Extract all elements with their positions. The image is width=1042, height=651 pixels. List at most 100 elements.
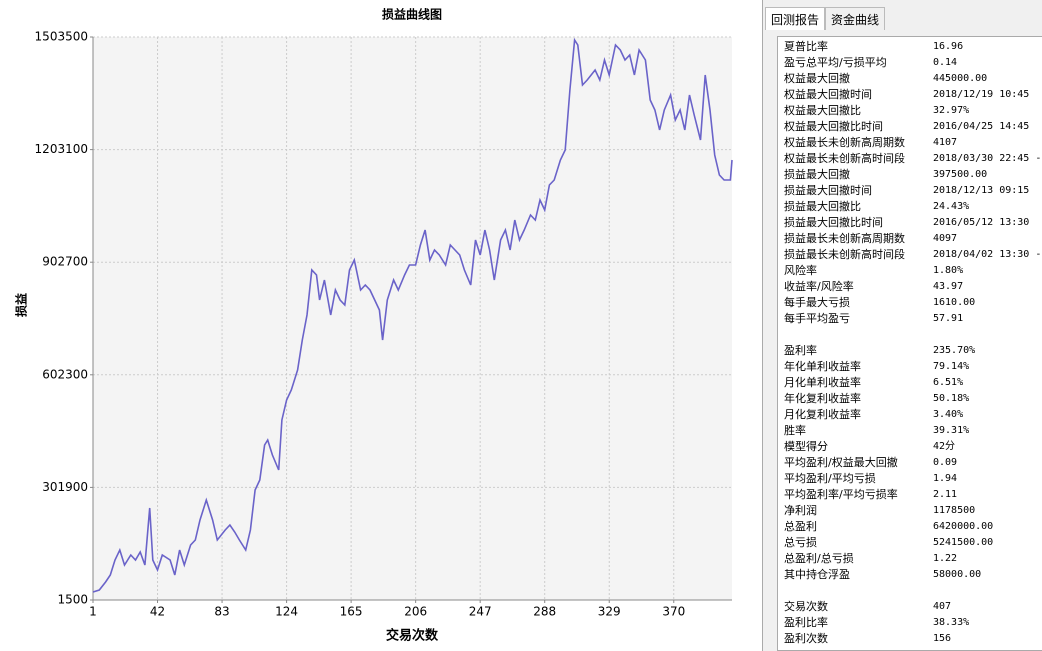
row-label: 总盈利 xyxy=(784,520,817,533)
row-label: 其中持仓浮盈 xyxy=(784,568,850,581)
row-label: 盈利比率 xyxy=(784,616,828,629)
row-label: 平均盈利/权益最大回撤 xyxy=(784,456,898,469)
row-value: 235.70% xyxy=(933,345,976,356)
row-value: 1610.00 xyxy=(933,297,976,308)
x-tick-label: 124 xyxy=(275,605,298,619)
row-label: 权益最大回撤比 xyxy=(784,104,861,117)
y-tick-label: 1500 xyxy=(57,593,88,607)
x-tick-label: 42 xyxy=(150,605,165,619)
row-label: 年化单利收益率 xyxy=(784,360,861,373)
x-tick-label: 329 xyxy=(598,605,621,619)
row-value: 2016/05/12 13:30 xyxy=(933,217,1030,228)
row-label: 总亏损 xyxy=(784,536,817,549)
x-tick-label: 206 xyxy=(404,605,427,619)
row-value: 1.80% xyxy=(933,265,964,276)
row-label: 损益最大回撤时间 xyxy=(784,184,872,197)
row-label: 模型得分 xyxy=(784,440,828,453)
y-tick-label: 602300 xyxy=(42,367,88,381)
row-value: 2.11 xyxy=(933,489,958,500)
row-value: 38.33% xyxy=(933,617,970,628)
tab[interactable]: 回测报告 xyxy=(765,7,826,30)
row-label: 年化复利收益率 xyxy=(784,392,861,405)
y-tick-label: 1503500 xyxy=(35,30,88,44)
row-value: 4107 xyxy=(933,137,958,148)
report-list: 夏普比率 16.96 盈亏总平均/亏损平均 0.14 权益最大回撤 445000.00 权益… xyxy=(777,36,1042,651)
row-value: 397500.00 xyxy=(933,169,988,180)
row-value: 39.31% xyxy=(933,425,970,436)
row-value: 156 xyxy=(933,633,952,644)
row-label: 每手平均盈亏 xyxy=(784,312,850,325)
row-label: 交易次数 xyxy=(784,600,828,613)
row-label: 盈利率 xyxy=(784,344,817,357)
chart-title: 损益曲线图 xyxy=(382,7,442,22)
row-value: 6420000.00 xyxy=(933,521,994,532)
row-label: 总盈利/总亏损 xyxy=(784,552,854,565)
row-value: 57.91 xyxy=(933,313,964,324)
row-value: 24.43% xyxy=(933,201,970,212)
row-label: 损益最大回撤比时间 xyxy=(784,216,883,229)
row-value: 4097 xyxy=(933,233,958,244)
row-label: 权益最大回撤 xyxy=(784,72,850,85)
row-label: 胜率 xyxy=(784,424,806,437)
row-label: 净利润 xyxy=(784,504,817,517)
row-label: 平均盈利/平均亏损 xyxy=(784,472,876,485)
y-axis-label: 损益 xyxy=(14,293,29,317)
tabs: 回测报告 资金曲线 xyxy=(765,7,886,30)
row-value: 2018/04/02 13:30 - xyxy=(933,249,1042,260)
row-value: 42分 xyxy=(933,441,956,452)
x-tick-label: 247 xyxy=(469,605,492,619)
chart: 损益曲线图 交易次数 损益 1500 301900 602300 902700 1203… xyxy=(14,7,733,644)
row-value: 79.14% xyxy=(933,361,970,372)
row-value: 2018/03/30 22:45 - xyxy=(933,153,1042,164)
row-label: 月化单利收益率 xyxy=(784,376,861,389)
row-label: 权益最长未创新高周期数 xyxy=(784,136,905,149)
row-value: 2018/12/13 09:15 xyxy=(933,185,1030,196)
y-tick-label: 301900 xyxy=(42,480,88,494)
row-value: 2018/12/19 10:45 xyxy=(933,89,1030,100)
row-value: 0.14 xyxy=(933,57,958,68)
row-label: 权益最长未创新高时间段 xyxy=(784,152,905,165)
row-label: 权益最大回撤比时间 xyxy=(784,120,883,133)
row-label: 盈亏总平均/亏损平均 xyxy=(784,56,887,69)
x-tick-label: 288 xyxy=(533,605,556,619)
y-tick-label: 902700 xyxy=(42,255,88,269)
x-tick-label: 1 xyxy=(89,605,97,619)
row-value: 32.97% xyxy=(933,105,970,116)
row-label: 月化复利收益率 xyxy=(784,408,861,421)
y-tick-label: 1203100 xyxy=(35,142,88,156)
row-value: 1.94 xyxy=(933,473,958,484)
row-value: 0.09 xyxy=(933,457,958,468)
row-value: 2016/04/25 14:45 xyxy=(933,121,1030,132)
row-label: 盈利次数 xyxy=(784,632,828,645)
row-label: 收益率/风险率 xyxy=(784,280,854,293)
row-value: 407 xyxy=(933,601,952,612)
row-value: 445000.00 xyxy=(933,73,988,84)
row-label: 损益最大回撤比 xyxy=(784,200,861,213)
row-label: 风险率 xyxy=(784,264,817,277)
row-value: 43.97 xyxy=(933,281,964,292)
row-value: 6.51% xyxy=(933,377,964,388)
row-value: 3.40% xyxy=(933,409,964,420)
row-label: 每手最大亏损 xyxy=(784,296,850,309)
row-value: 58000.00 xyxy=(933,569,982,580)
x-axis-label: 交易次数 xyxy=(386,628,439,644)
row-label: 平均盈利率/平均亏损率 xyxy=(784,488,898,501)
row-value: 1.22 xyxy=(933,553,958,564)
row-label: 权益最大回撤时间 xyxy=(784,88,872,101)
row-label: 损益最长未创新高周期数 xyxy=(784,232,905,245)
row-label: 夏普比率 xyxy=(784,40,828,53)
x-tick-label: 83 xyxy=(214,605,229,619)
row-value: 16.96 xyxy=(933,41,964,52)
row-value: 1178500 xyxy=(933,505,976,516)
row-label: 损益最大回撤 xyxy=(784,168,850,181)
x-tick-label: 370 xyxy=(662,605,685,619)
tab[interactable]: 资金曲线 xyxy=(825,7,886,30)
plot-area xyxy=(93,37,732,600)
row-label: 损益最长未创新高时间段 xyxy=(784,248,905,261)
line-series xyxy=(92,37,733,593)
row-value: 50.18% xyxy=(933,393,970,404)
report-panel: 回测报告 资金曲线 夏普比率 16.96 盈亏总平均/亏损平均 0.14 权益最大回撤 44… xyxy=(762,0,1042,651)
x-tick-label: 165 xyxy=(340,605,363,619)
row-value: 5241500.00 xyxy=(933,537,994,548)
